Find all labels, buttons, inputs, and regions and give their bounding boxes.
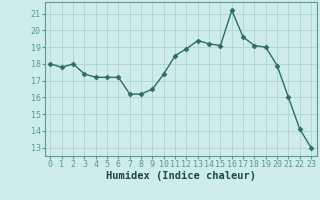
X-axis label: Humidex (Indice chaleur): Humidex (Indice chaleur) <box>106 171 256 181</box>
